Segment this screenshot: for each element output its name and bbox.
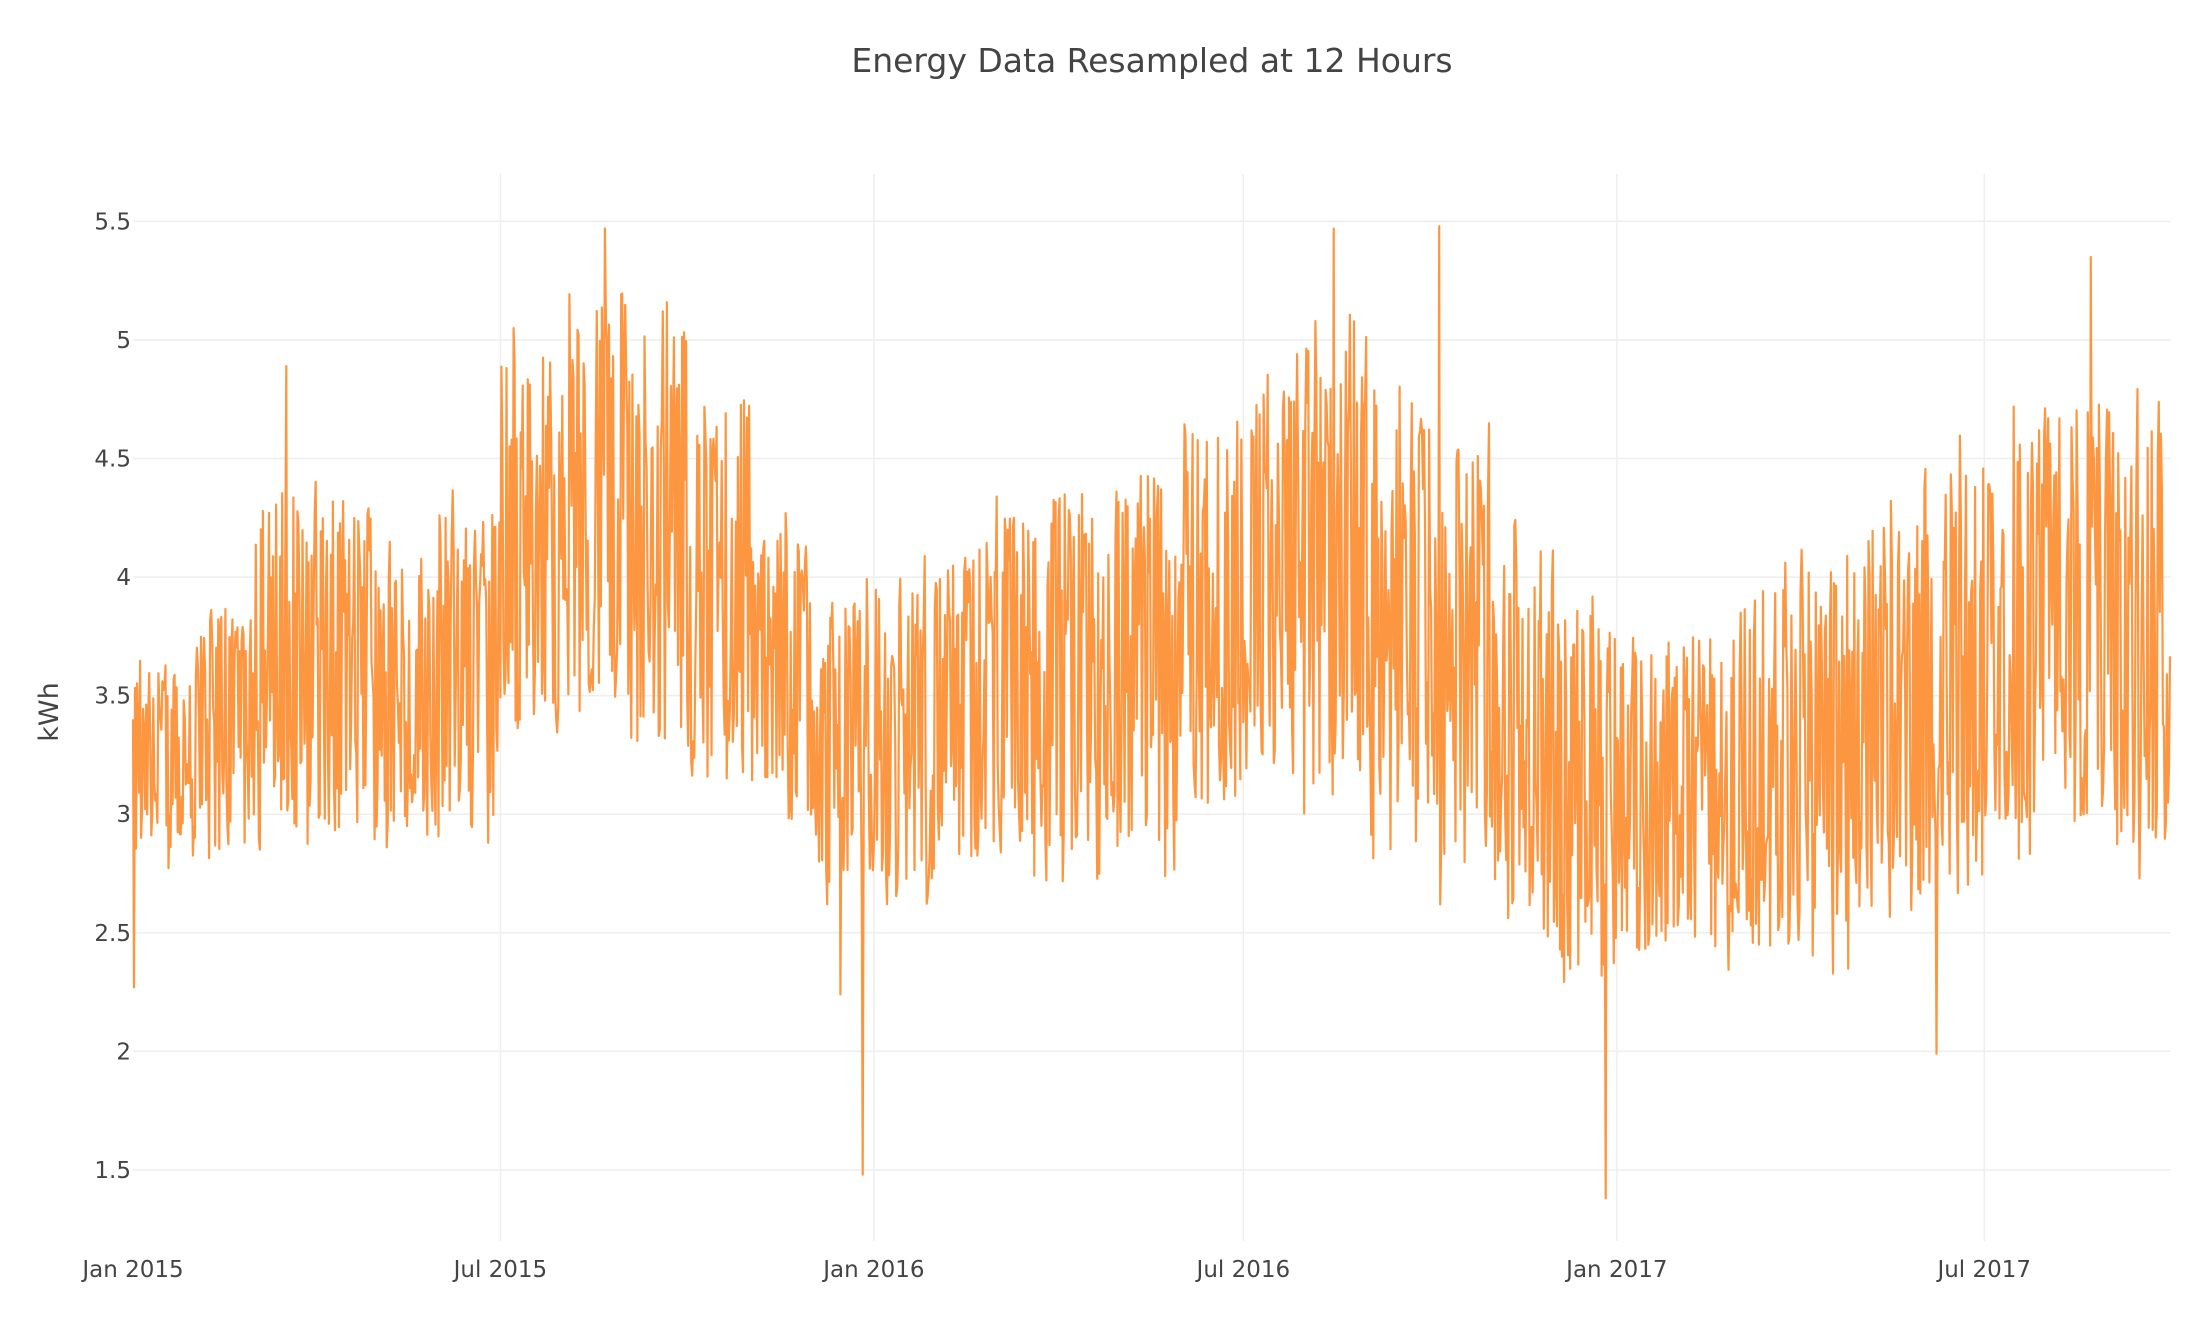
x-axis: Jan 2015 Jul 2015 Jan 2016 Jul 2016 Jan 2017… bbox=[80, 1257, 2031, 1283]
y-axis: 1.5 2 2.5 3 3.5 4 4.5 5 5.5 bbox=[94, 209, 131, 1183]
x-tick-label: Jul 2016 bbox=[1195, 1257, 1291, 1283]
y-tick-label: 2 bbox=[116, 1039, 131, 1065]
chart-title: Energy Data Resampled at 12 Hours bbox=[851, 41, 1452, 80]
y-tick-label: 5 bbox=[116, 328, 131, 354]
y-tick-label: 2.5 bbox=[94, 921, 131, 947]
y-axis-label: kWh bbox=[34, 682, 65, 741]
x-tick-label: Jan 2015 bbox=[80, 1257, 183, 1283]
x-tick-label: Jul 2015 bbox=[452, 1257, 548, 1283]
y-tick-label: 4 bbox=[116, 565, 131, 591]
x-tick-label: Jan 2017 bbox=[1564, 1257, 1667, 1283]
series-line[interactable] bbox=[131, 225, 2172, 1200]
y-tick-label: 3.5 bbox=[94, 684, 131, 710]
y-tick-label: 4.5 bbox=[94, 447, 131, 473]
y-tick-label: 3 bbox=[116, 802, 131, 828]
y-tick-label: 1.5 bbox=[94, 1158, 131, 1184]
series-energy[interactable] bbox=[131, 225, 2172, 1200]
x-tick-label: Jan 2016 bbox=[821, 1257, 924, 1283]
x-tick-label: Jul 2017 bbox=[1935, 1257, 2031, 1283]
y-tick-label: 5.5 bbox=[94, 209, 131, 235]
